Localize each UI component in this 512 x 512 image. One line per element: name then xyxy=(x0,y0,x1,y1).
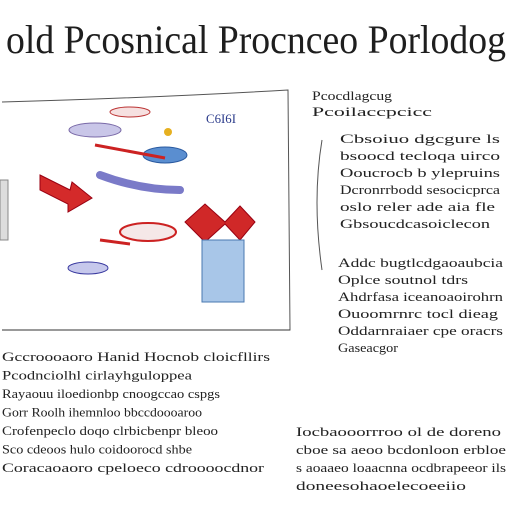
dot xyxy=(164,128,172,136)
text-line: Oddarnraiaer cpe oracrs xyxy=(338,323,503,338)
text-line: Ouoomrnrc tocl dieag xyxy=(338,306,499,321)
diagram-frame xyxy=(1,89,291,331)
text-line: Oplce soutnol tdrs xyxy=(338,272,468,287)
text-line: Pcoilaccpcicc xyxy=(312,104,432,119)
text-line: Addc bugtlcdgaoaubcia xyxy=(338,255,503,270)
ellipse xyxy=(68,122,122,138)
ellipse xyxy=(109,106,151,118)
text-line: Ooucrocb b ylepruins xyxy=(340,165,500,180)
text-line: Cbsoiuo dgcgure ls xyxy=(340,131,500,146)
page-title: old Pcosnical Procnceo Porlodog xyxy=(6,17,506,62)
diagram xyxy=(0,89,291,331)
text-line: oslo reler ade aia fle xyxy=(340,199,495,214)
text-line: Coracaoaoro cpeloeco cdroooocdnor xyxy=(2,460,265,475)
ellipse xyxy=(119,222,177,242)
diamonds xyxy=(184,203,256,243)
text-line: Gorr Roolh ihemnloo bbccdoooaroo xyxy=(2,404,202,419)
text-line: Iocbaooorrroo ol de doreno xyxy=(296,424,501,439)
text-line: Sco cdeoos hulo coidoorocd shbe xyxy=(2,441,192,456)
text-line: Dcronrrbodd sesocicprca xyxy=(340,182,500,197)
text-line: cboe sa aeoo bcdonloon erbloe xyxy=(296,442,506,457)
diagram-label: C6I6I xyxy=(206,111,236,126)
text-line: Crofenpeclo doqo clrbicbenpr bleoo xyxy=(2,423,218,438)
text-line: Ahdrfasa iceanoaoirohrn xyxy=(338,289,504,304)
tube xyxy=(96,171,184,194)
text-line: bsoocd tecloqa uirco xyxy=(340,148,500,163)
text-line: Pcodnciolhl cirlayhguloppea xyxy=(2,367,192,382)
text-line: Gaseacgor xyxy=(338,340,399,355)
text-line: Rayaouu iloedionbp cnoogccao cspgs xyxy=(2,386,220,401)
ellipse xyxy=(67,261,109,275)
bracket xyxy=(316,139,323,271)
block xyxy=(201,239,245,303)
text-line: Gccroooaoro Hanid Hocnob cloicfllirs xyxy=(2,349,270,364)
cylinder xyxy=(0,179,9,241)
text-line: Pcocdlagcug xyxy=(312,88,393,103)
text-line: s aoaaeo loaacnna ocdbrapeeor ils xyxy=(296,460,506,475)
pointer xyxy=(94,143,166,160)
arrow xyxy=(39,174,93,213)
text-line: Gbsoucdcasoiclecon xyxy=(340,216,491,231)
text-line: doneesohaoelecoeeiio xyxy=(296,478,466,493)
pointer xyxy=(99,238,131,246)
